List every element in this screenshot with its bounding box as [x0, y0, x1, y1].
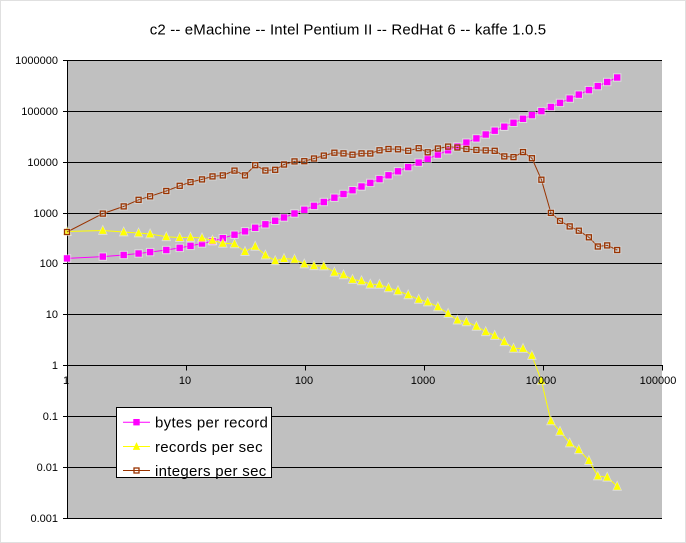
- svg-text:1000000: 1000000: [15, 55, 58, 67]
- svg-text:100000: 100000: [640, 375, 677, 387]
- svg-text:0.001: 0.001: [30, 513, 58, 525]
- svg-text:c2 -- eMachine -- Intel Pentiu: c2 -- eMachine -- Intel Pentium II -- Re…: [150, 22, 547, 39]
- svg-text:100: 100: [40, 258, 58, 270]
- svg-text:10: 10: [46, 309, 58, 321]
- svg-text:integers per sec: integers per sec: [155, 463, 267, 480]
- svg-text:records per sec: records per sec: [155, 439, 263, 456]
- svg-text:100000: 100000: [21, 106, 58, 118]
- svg-text:100: 100: [295, 375, 313, 387]
- svg-text:10000: 10000: [27, 157, 58, 169]
- svg-text:1000: 1000: [411, 375, 435, 387]
- svg-text:bytes per record: bytes per record: [155, 415, 268, 432]
- svg-text:1000: 1000: [34, 208, 58, 220]
- svg-text:10: 10: [179, 375, 191, 387]
- svg-text:0.1: 0.1: [43, 411, 58, 423]
- svg-text:1: 1: [63, 375, 69, 387]
- svg-text:10000: 10000: [526, 375, 557, 387]
- svg-text:0.01: 0.01: [37, 462, 58, 474]
- svg-text:1: 1: [52, 360, 58, 372]
